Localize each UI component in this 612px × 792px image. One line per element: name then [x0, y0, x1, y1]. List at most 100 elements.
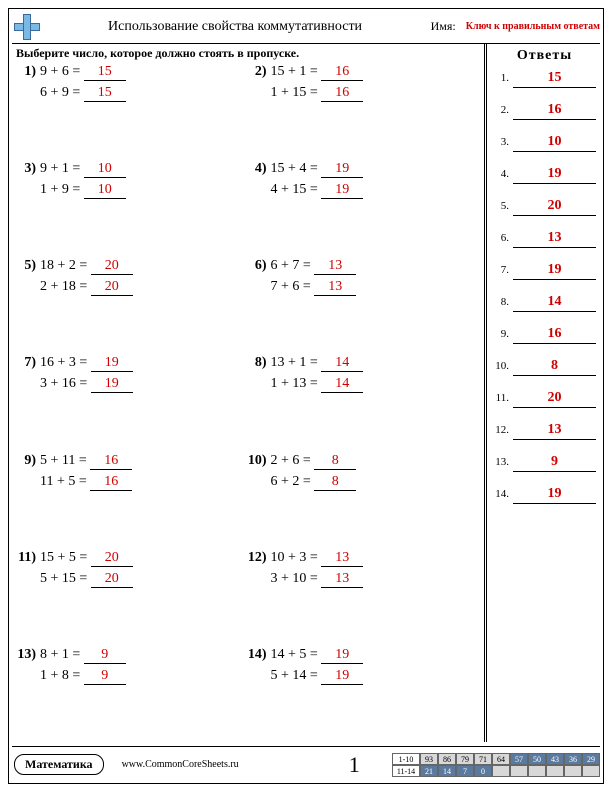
problem-number: 4) [247, 161, 271, 177]
problem: 12)10 + 3 = 133 + 10 = 13 [247, 548, 478, 645]
score-cell [546, 765, 564, 777]
score-cell: 79 [456, 753, 474, 765]
score-cell: 93 [420, 753, 438, 765]
score-cell [492, 765, 510, 777]
score-cell: 50 [528, 753, 546, 765]
equation-b: 1 + 9 = [40, 182, 84, 198]
answer-blank: 19 [321, 161, 363, 178]
subject-box: Математика [14, 754, 104, 775]
answer-row: 1.15 [493, 70, 596, 88]
problem-number: 8) [247, 355, 271, 371]
answer-blank: 13 [314, 279, 356, 296]
equation-a: 8 + 1 = [40, 647, 84, 663]
answer-value: 13 [513, 422, 596, 440]
answer-blank: 19 [321, 647, 363, 664]
equation-b: 6 + 9 = [40, 85, 84, 101]
answer-blank: 8 [314, 453, 356, 470]
answer-number: 11. [493, 392, 513, 404]
problem-number: 2) [247, 64, 271, 80]
problem: 1)9 + 6 = 156 + 9 = 15 [16, 62, 247, 159]
answer-number: 13. [493, 456, 513, 468]
score-cell: 57 [510, 753, 528, 765]
problem: 9)5 + 11 = 1611 + 5 = 16 [16, 451, 247, 548]
equation-a: 9 + 6 = [40, 64, 84, 80]
problem: 6)6 + 7 = 137 + 6 = 13 [247, 256, 478, 353]
score-cell [528, 765, 546, 777]
score-cell: 21 [420, 765, 438, 777]
score-cell: 86 [438, 753, 456, 765]
problem: 2)15 + 1 = 161 + 15 = 16 [247, 62, 478, 159]
answer-blank: 20 [91, 279, 133, 296]
answer-blank: 13 [321, 571, 363, 588]
answer-value: 16 [513, 326, 596, 344]
problem-number: 11) [16, 550, 40, 566]
answer-number: 3. [493, 136, 513, 148]
answer-blank: 19 [91, 376, 133, 393]
answer-row: 7.19 [493, 262, 596, 280]
answer-blank: 19 [91, 355, 133, 372]
answer-value: 14 [513, 294, 596, 312]
header: Использование свойства коммутативности И… [12, 10, 600, 44]
score-cell [510, 765, 528, 777]
score-cell: 11-14 [392, 765, 420, 777]
answer-blank: 19 [321, 668, 363, 685]
equation-a: 15 + 5 = [40, 550, 91, 566]
score-cell: 64 [492, 753, 510, 765]
equation-a: 15 + 4 = [271, 161, 322, 177]
problem: 14)14 + 5 = 195 + 14 = 19 [247, 645, 478, 742]
problem-number: 10) [247, 453, 271, 469]
score-cell [582, 765, 600, 777]
answer-blank: 20 [91, 550, 133, 567]
problem: 4)15 + 4 = 194 + 15 = 19 [247, 159, 478, 256]
answers-title: Ответы [493, 48, 596, 64]
answer-blank: 13 [314, 258, 356, 275]
equation-a: 2 + 6 = [271, 453, 315, 469]
equation-b: 6 + 2 = [271, 474, 315, 490]
answer-blank: 19 [321, 182, 363, 199]
score-cell: 1-10 [392, 753, 420, 765]
answer-number: 2. [493, 104, 513, 116]
score-cell: 71 [474, 753, 492, 765]
answer-number: 4. [493, 168, 513, 180]
answer-value: 8 [513, 358, 596, 376]
problem-number: 6) [247, 258, 271, 274]
answer-blank: 16 [90, 474, 132, 491]
answer-blank: 10 [84, 182, 126, 199]
answer-value: 19 [513, 486, 596, 504]
answer-number: 1. [493, 72, 513, 84]
answer-row: 12.13 [493, 422, 596, 440]
equation-b: 1 + 8 = [40, 668, 84, 684]
name-label: Имя: [431, 19, 456, 34]
answer-value: 19 [513, 166, 596, 184]
answer-value: 16 [513, 102, 596, 120]
answer-number: 10. [493, 360, 513, 372]
equation-a: 15 + 1 = [271, 64, 322, 80]
answer-blank: 16 [321, 64, 363, 81]
answer-row: 14.19 [493, 486, 596, 504]
equation-b: 4 + 15 = [271, 182, 322, 198]
answer-number: 9. [493, 328, 513, 340]
problem-number: 9) [16, 453, 40, 469]
score-cell: 36 [564, 753, 582, 765]
answer-blank: 15 [84, 85, 126, 102]
score-cell: 29 [582, 753, 600, 765]
logo-icon [12, 12, 42, 42]
answer-key-label: Ключ к правильным ответам [466, 21, 600, 32]
worksheet-title: Использование свойства коммутативности [108, 19, 362, 35]
answer-blank: 14 [321, 376, 363, 393]
answer-row: 10.8 [493, 358, 596, 376]
answer-blank: 20 [91, 571, 133, 588]
page-number: 1 [349, 752, 360, 778]
answer-blank: 14 [321, 355, 363, 372]
problem-number: 5) [16, 258, 40, 274]
answer-blank: 8 [314, 474, 356, 491]
problem-number: 13) [16, 647, 40, 663]
score-cell: 43 [546, 753, 564, 765]
equation-b: 3 + 10 = [271, 571, 322, 587]
answer-blank: 16 [90, 453, 132, 470]
equation-a: 10 + 3 = [271, 550, 322, 566]
answer-value: 13 [513, 230, 596, 248]
equation-a: 5 + 11 = [40, 453, 90, 469]
answer-blank: 9 [84, 668, 126, 685]
answer-row: 9.16 [493, 326, 596, 344]
